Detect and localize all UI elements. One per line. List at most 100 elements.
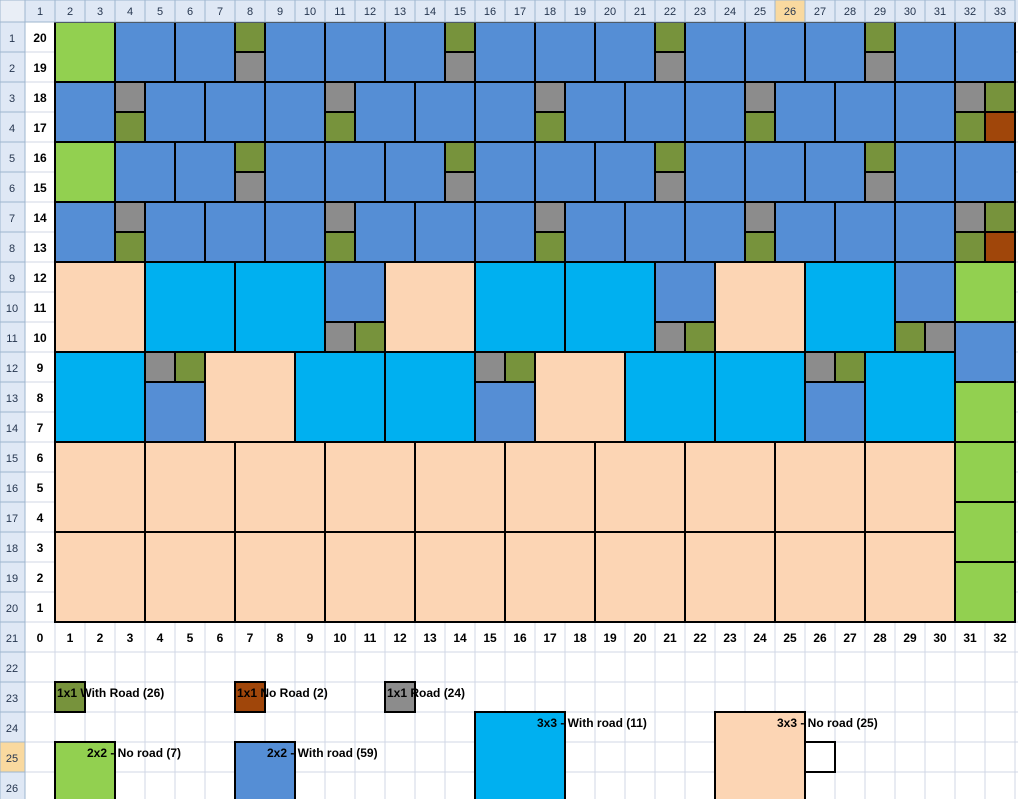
block-1x1-with-road: [744, 231, 776, 263]
block-2x2: [834, 81, 896, 143]
block-3x3: [204, 351, 296, 443]
column-header-cell: [984, 0, 1016, 23]
block-1x1-road: [654, 51, 686, 83]
y-axis-label: 5: [37, 481, 44, 495]
block-2x2: [204, 81, 266, 143]
row-header-cell: [0, 771, 26, 799]
block-1x1-with-road: [444, 141, 476, 173]
y-axis-label: 10: [33, 331, 47, 345]
block-3x3-no-road: [684, 531, 776, 623]
legend-swatch-lime-2x2: [54, 741, 116, 799]
row-header: 25: [6, 753, 18, 765]
block-1x1-road: [654, 171, 686, 203]
column-header: 6: [187, 6, 193, 18]
block-1x1-road: [144, 351, 176, 383]
column-header: 14: [424, 6, 436, 18]
column-header: 32: [964, 6, 976, 18]
y-axis-label: 20: [33, 31, 47, 45]
x-axis-label: 4: [157, 631, 164, 645]
block-1x1-with-road: [534, 111, 566, 143]
block-2x2: [354, 201, 416, 263]
block-2x2: [474, 21, 536, 83]
block-3x3: [564, 261, 656, 353]
block-1x1-with-road: [504, 351, 536, 383]
block-3x3-no-road: [54, 531, 146, 623]
row-header-cell: [0, 261, 26, 293]
column-header: 15: [454, 6, 466, 18]
x-axis-label: 17: [543, 631, 557, 645]
block-2x2: [414, 201, 476, 263]
block-1x1-with-road: [534, 231, 566, 263]
row-header: 13: [6, 393, 18, 405]
row-header-cell: [0, 621, 26, 653]
block-3x3-no-road: [594, 531, 686, 623]
row-header: 22: [6, 663, 18, 675]
x-axis-label: 21: [663, 631, 677, 645]
column-header: 1: [37, 6, 43, 18]
legend-label-peach-3x3: 3x3 - No road (25): [777, 716, 878, 730]
row-header-cell: [0, 231, 26, 263]
legend-swatch-cyan-3x3: [474, 711, 566, 799]
block-3x3-no-road: [864, 531, 956, 623]
block-3x3-no-road: [504, 531, 596, 623]
column-header: 8: [247, 6, 253, 18]
block-3x3-no-road: [864, 441, 956, 533]
block-1x1-with-road: [174, 351, 206, 383]
block-2x2-no-road: [54, 141, 116, 203]
block-1x1-road: [324, 81, 356, 113]
x-axis-label: 19: [603, 631, 617, 645]
x-axis-label: 11: [364, 631, 377, 645]
y-axis-label: 6: [37, 451, 44, 465]
block-3x3: [714, 351, 806, 443]
block-2x2: [774, 81, 836, 143]
selected-cell-outline: [804, 741, 836, 773]
row-header-cell: [0, 681, 26, 713]
block-2x2: [594, 141, 656, 203]
block-1x1-with-road: [354, 321, 386, 353]
x-axis-label: 12: [393, 631, 407, 645]
block-3x3: [474, 261, 566, 353]
block-1x1-no-road: [984, 231, 1016, 263]
block-2x2: [144, 81, 206, 143]
block-1x1-no-road: [984, 111, 1016, 143]
y-axis-label: 16: [33, 151, 47, 165]
block-1x1-road: [474, 351, 506, 383]
x-axis-label: 13: [423, 631, 437, 645]
block-1x1-road: [324, 201, 356, 233]
block-3x3: [864, 351, 956, 443]
block-2x2: [534, 141, 596, 203]
block-1x1-with-road: [984, 201, 1016, 233]
block-3x3-no-road: [144, 531, 236, 623]
block-2x2: [384, 141, 446, 203]
column-header: 10: [304, 6, 316, 18]
block-1x1-road: [534, 201, 566, 233]
block-1x1-with-road: [234, 21, 266, 53]
x-axis-label: 23: [723, 631, 737, 645]
block-2x2: [474, 141, 536, 203]
block-1x1-with-road: [654, 21, 686, 53]
block-1x1-with-road: [234, 141, 266, 173]
block-1x1-with-road: [834, 351, 866, 383]
block-3x3: [144, 261, 236, 353]
block-2x2: [684, 81, 746, 143]
block-1x1-with-road: [324, 231, 356, 263]
block-1x1-road: [864, 51, 896, 83]
column-header: 28: [844, 6, 856, 18]
block-2x2: [264, 21, 326, 83]
legend-label-cyan-3x3: 3x3 - With road (11): [537, 716, 647, 730]
x-axis-label: 20: [633, 631, 647, 645]
block-2x2-no-road: [954, 261, 1016, 323]
block-2x2: [174, 21, 236, 83]
block-1x1-road: [444, 171, 476, 203]
legend: 1x1 With Road (26) 1x1 No Road (2) 1x1 Roa…: [54, 681, 878, 799]
block-1x1-road: [444, 51, 476, 83]
row-header: 26: [6, 783, 18, 795]
block-2x2: [144, 381, 206, 443]
legend-label-green-1x1: 1x1 With Road (26): [57, 686, 164, 700]
row-header-cell: [0, 351, 26, 383]
y-axis-label: 2: [37, 571, 44, 585]
row-header: 7: [9, 213, 15, 225]
y-axis-label: 12: [33, 271, 47, 285]
